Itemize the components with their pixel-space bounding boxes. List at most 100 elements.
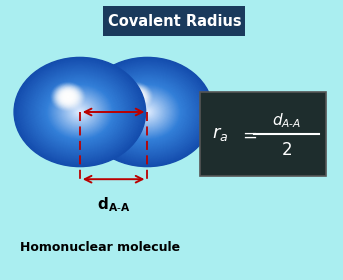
Circle shape xyxy=(131,98,164,126)
Circle shape xyxy=(85,60,210,164)
Circle shape xyxy=(101,74,193,150)
Text: $=$: $=$ xyxy=(239,125,258,143)
Circle shape xyxy=(76,109,83,115)
Circle shape xyxy=(119,83,152,111)
Circle shape xyxy=(122,86,149,108)
Circle shape xyxy=(83,58,212,166)
Circle shape xyxy=(120,89,175,135)
Circle shape xyxy=(64,99,95,125)
Circle shape xyxy=(27,68,132,156)
Circle shape xyxy=(86,61,209,163)
Text: $2$: $2$ xyxy=(281,141,292,159)
Circle shape xyxy=(122,85,149,108)
Circle shape xyxy=(142,108,153,116)
Circle shape xyxy=(84,59,211,165)
Circle shape xyxy=(75,108,84,116)
Circle shape xyxy=(31,71,129,153)
Circle shape xyxy=(64,94,72,100)
Circle shape xyxy=(126,89,145,104)
Circle shape xyxy=(36,76,124,148)
Circle shape xyxy=(67,96,69,97)
Circle shape xyxy=(134,96,137,97)
Circle shape xyxy=(137,103,158,121)
Circle shape xyxy=(21,63,139,161)
Circle shape xyxy=(111,82,184,142)
Circle shape xyxy=(113,84,181,140)
Circle shape xyxy=(123,92,172,132)
Circle shape xyxy=(127,90,144,104)
Circle shape xyxy=(32,72,128,152)
Circle shape xyxy=(16,59,143,165)
Circle shape xyxy=(61,91,74,102)
Circle shape xyxy=(63,93,73,101)
Circle shape xyxy=(135,102,159,122)
Circle shape xyxy=(121,85,150,109)
Circle shape xyxy=(33,73,127,151)
Circle shape xyxy=(24,66,136,158)
Circle shape xyxy=(121,90,174,134)
Circle shape xyxy=(63,98,96,126)
Circle shape xyxy=(125,88,146,105)
Circle shape xyxy=(58,94,102,130)
Circle shape xyxy=(45,83,115,141)
Circle shape xyxy=(15,58,144,166)
Circle shape xyxy=(140,106,155,118)
Circle shape xyxy=(129,97,166,127)
Circle shape xyxy=(35,75,125,149)
Circle shape xyxy=(91,66,203,158)
Circle shape xyxy=(17,60,142,164)
Circle shape xyxy=(46,84,114,140)
Text: $\mathbf{d_{A\text{-}A}}$: $\mathbf{d_{A\text{-}A}}$ xyxy=(97,195,130,214)
Circle shape xyxy=(119,88,176,136)
Circle shape xyxy=(139,105,156,119)
Circle shape xyxy=(141,106,154,118)
Circle shape xyxy=(145,110,150,114)
Circle shape xyxy=(134,95,137,98)
Circle shape xyxy=(57,93,103,131)
Circle shape xyxy=(109,80,186,144)
Circle shape xyxy=(29,70,130,154)
Circle shape xyxy=(65,94,71,99)
Circle shape xyxy=(59,95,101,129)
FancyBboxPatch shape xyxy=(104,6,245,36)
Circle shape xyxy=(56,87,80,107)
Circle shape xyxy=(38,78,121,147)
Circle shape xyxy=(129,91,142,102)
Circle shape xyxy=(60,96,99,129)
Circle shape xyxy=(134,101,161,123)
Circle shape xyxy=(37,76,122,148)
Text: Covalent Radius: Covalent Radius xyxy=(107,14,241,29)
Circle shape xyxy=(56,92,104,132)
Circle shape xyxy=(105,76,190,148)
Circle shape xyxy=(60,90,76,104)
Circle shape xyxy=(61,97,98,127)
Circle shape xyxy=(118,87,177,137)
Circle shape xyxy=(106,78,189,147)
Circle shape xyxy=(146,111,149,113)
Circle shape xyxy=(126,94,169,130)
Circle shape xyxy=(128,91,143,103)
Circle shape xyxy=(57,88,79,106)
Circle shape xyxy=(82,57,213,167)
Text: $r_a$: $r_a$ xyxy=(212,125,228,143)
Circle shape xyxy=(133,100,162,124)
Circle shape xyxy=(79,111,81,113)
Circle shape xyxy=(72,106,87,118)
Circle shape xyxy=(20,62,140,162)
Text: $d_{A\text{-}A}$: $d_{A\text{-}A}$ xyxy=(272,111,301,130)
Circle shape xyxy=(123,87,147,107)
Circle shape xyxy=(28,69,131,155)
Circle shape xyxy=(138,104,157,120)
Circle shape xyxy=(102,75,192,149)
Circle shape xyxy=(52,84,84,110)
Circle shape xyxy=(62,97,97,127)
Circle shape xyxy=(133,94,138,99)
Circle shape xyxy=(14,57,146,167)
Circle shape xyxy=(43,81,117,143)
Circle shape xyxy=(131,93,140,101)
Circle shape xyxy=(122,91,173,133)
Circle shape xyxy=(98,71,197,153)
Circle shape xyxy=(128,96,167,129)
Circle shape xyxy=(88,63,206,161)
Circle shape xyxy=(144,109,151,115)
